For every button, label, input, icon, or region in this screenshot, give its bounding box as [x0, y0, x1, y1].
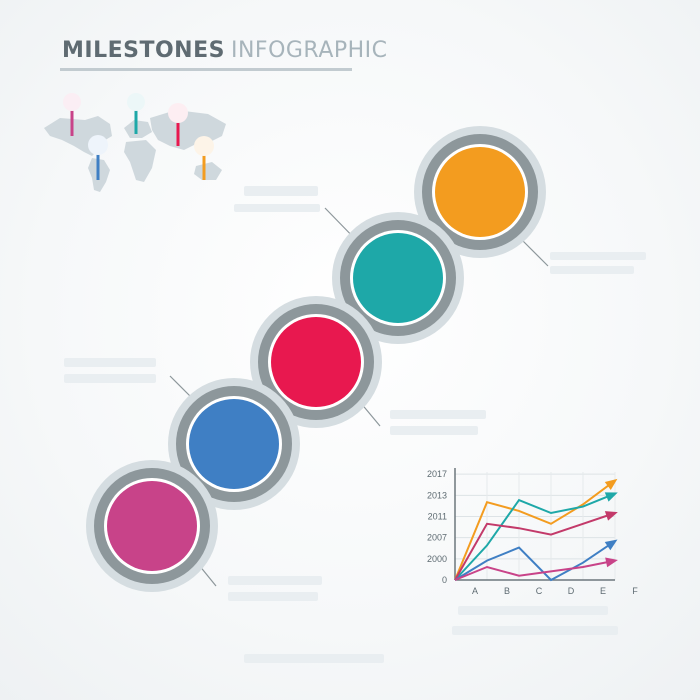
text-block-bottom	[228, 576, 322, 585]
chart-x-tick-label: E	[600, 586, 606, 596]
milestone-teal	[332, 212, 464, 344]
page-title: MILESTONES INFOGRAPHIC	[62, 38, 388, 63]
text-block-mid-2	[390, 426, 478, 435]
chart-x-tick-label: B	[504, 586, 510, 596]
milestone-red	[250, 296, 382, 428]
text-block-left	[64, 358, 156, 367]
text-block-chart	[458, 606, 608, 615]
faint-text-blocks	[64, 186, 646, 663]
chart-x-tick-label: C	[536, 586, 543, 596]
chart-series-arrowhead-3	[604, 511, 618, 521]
map-pin-teal	[127, 93, 145, 134]
text-block-chart-2	[452, 626, 618, 635]
chart-y-tick-label: 2013	[427, 490, 447, 500]
milestone-red-circle	[271, 317, 361, 407]
milestone-orange-circle	[435, 147, 525, 237]
milestone-orange	[414, 126, 546, 258]
chart-series-arrowhead-2	[604, 492, 618, 502]
title-part-2: INFOGRAPHIC	[230, 38, 388, 63]
line-chart: 0 2000 2007 2011 2013 2017 A B C D E F	[427, 468, 638, 596]
milestone-magenta	[86, 460, 218, 592]
chart-x-tick-label: D	[568, 586, 575, 596]
chart-series-line-3	[454, 512, 616, 581]
text-block-mid	[390, 410, 486, 419]
chart-x-tick-label: A	[472, 586, 478, 596]
title-part-1: MILESTONES	[62, 38, 225, 63]
chart-series-arrowhead-5	[605, 557, 618, 568]
text-block-right	[550, 252, 646, 260]
chart-series-line-1	[454, 479, 616, 581]
chart-series-line-2	[454, 492, 616, 581]
chart-y-tick-label: 2000	[427, 554, 447, 564]
map-pin-magenta	[63, 93, 81, 136]
map-africa	[124, 140, 156, 182]
map-asia	[150, 110, 226, 150]
map-pin-red	[168, 103, 188, 146]
text-block-bottom-2	[228, 592, 318, 601]
map-pins	[63, 93, 214, 180]
chart-y-tick-label: 2007	[427, 533, 447, 543]
title-underline	[60, 68, 352, 71]
text-block-footer	[244, 654, 384, 663]
map-pin-blue	[88, 135, 108, 180]
map-europe	[124, 120, 152, 138]
text-block-top	[244, 186, 318, 196]
milestone-magenta-circle	[107, 481, 197, 571]
chart-series-arrowhead-4	[604, 539, 618, 551]
milestone-blue-circle	[189, 399, 279, 489]
connector-orange	[519, 237, 549, 267]
chart-y-tick-label: 2011	[428, 511, 447, 521]
chart-y-tick-label: 0	[442, 575, 447, 585]
chart-series-line-4	[454, 540, 616, 582]
milestone-chain	[86, 126, 546, 592]
map-australia	[194, 162, 222, 180]
text-block-top-2	[234, 204, 320, 212]
milestone-blue	[168, 378, 300, 510]
chart-y-tick-label: 2017	[427, 469, 447, 479]
chart-x-tick-label: F	[632, 586, 638, 596]
text-block-right-2	[550, 266, 634, 274]
chart-series-line-5	[454, 559, 616, 581]
chart-series-arrowhead-1	[604, 478, 618, 491]
map-pin-orange	[194, 136, 214, 180]
text-block-left-2	[64, 374, 156, 383]
milestone-teal-circle	[353, 233, 443, 323]
